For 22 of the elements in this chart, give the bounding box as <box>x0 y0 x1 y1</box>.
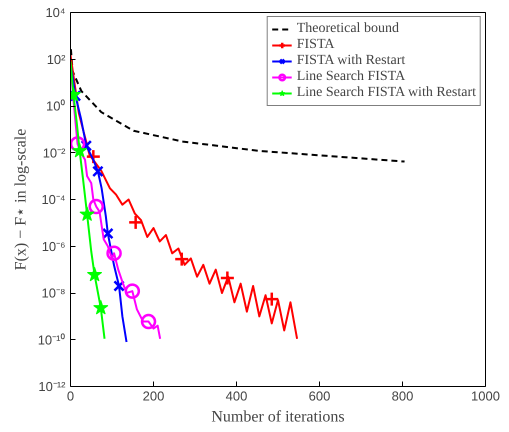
y-tick-label: 10⁰ <box>46 98 66 114</box>
y-tick-label: 10⁻¹² <box>38 379 66 394</box>
y-tick-label: 10⁻¹⁰ <box>38 332 66 348</box>
legend-label: Line Search FISTA <box>296 69 406 85</box>
y-axis-title: F(x) − F⋆ in log-scale <box>12 128 30 270</box>
x-tick-label: 0 <box>66 388 74 404</box>
legend-label: FISTA with Restart <box>296 53 406 69</box>
legend-label: FISTA <box>296 37 334 53</box>
legend-label: Line Search FISTA with Restart <box>296 85 476 101</box>
y-tick-label: 10⁻² <box>42 145 66 160</box>
y-tick-label: 10⁻⁴ <box>41 192 66 207</box>
y-tick-label: 10⁻⁶ <box>42 238 66 254</box>
x-tick-label: 800 <box>392 388 414 404</box>
x-tick-label: 400 <box>226 388 248 404</box>
legend-label: Theoretical bound <box>296 21 399 37</box>
y-tick-label: 10⁴ <box>45 5 66 20</box>
x-tick-label: 200 <box>142 388 164 404</box>
x-axis-title: Number of iterations <box>211 408 345 426</box>
x-tick-label: 1000 <box>471 388 500 404</box>
x-tick-label: 600 <box>308 388 330 404</box>
y-tick-label: 10⁻⁸ <box>42 286 66 300</box>
y-tick-label: 10² <box>46 52 66 67</box>
